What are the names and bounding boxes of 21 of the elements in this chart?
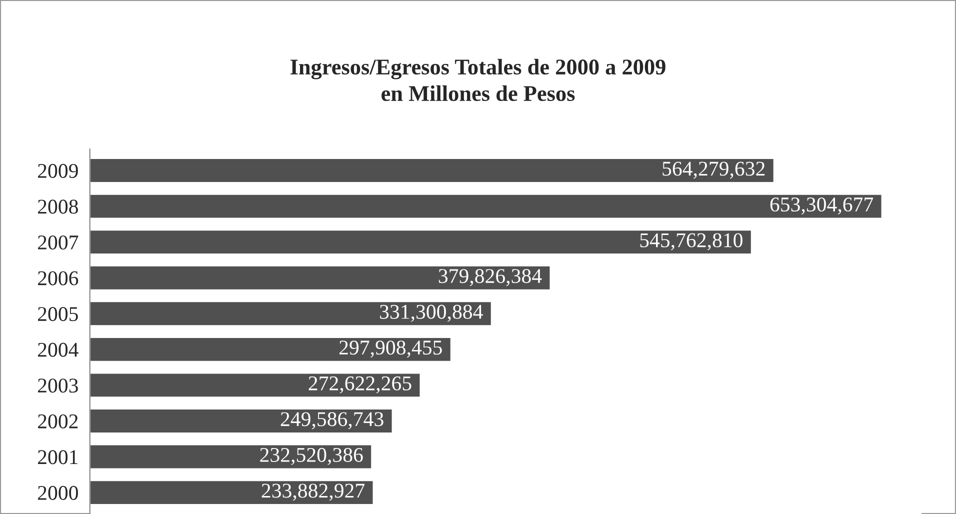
y-tick-label: 2007 [38, 235, 78, 250]
y-tick-label: 2001 [38, 450, 78, 464]
data-label: 653,304,677 [770, 197, 874, 215]
data-label: 232,520,386 [260, 448, 363, 465]
data-label: 331,300,884 [380, 304, 483, 322]
y-tick-label: 2002 [38, 414, 78, 428]
data-label: 233,882,927 [262, 484, 365, 501]
y-tick-label: 2000 [38, 486, 78, 500]
y-tick-label: 2008 [38, 200, 78, 214]
data-label: 272,622,265 [308, 376, 412, 394]
data-label: 545,762,810 [640, 233, 742, 250]
y-tick-label: 2009 [38, 164, 78, 178]
data-label: 379,826,384 [438, 269, 542, 286]
data-label: 564,279,632 [662, 162, 765, 179]
data-label: 297,908,455 [339, 340, 442, 358]
y-tick-label: 2004 [38, 342, 78, 357]
y-tick-label: 2006 [38, 271, 78, 286]
data-label: 249,586,743 [280, 412, 384, 430]
y-tick-label: 2005 [38, 307, 78, 322]
y-tick-label: 2003 [38, 378, 78, 393]
chart-title: Ingresos/Egresos Totales de 2000 a 2009 en Millones de Pesos [290, 58, 666, 102]
